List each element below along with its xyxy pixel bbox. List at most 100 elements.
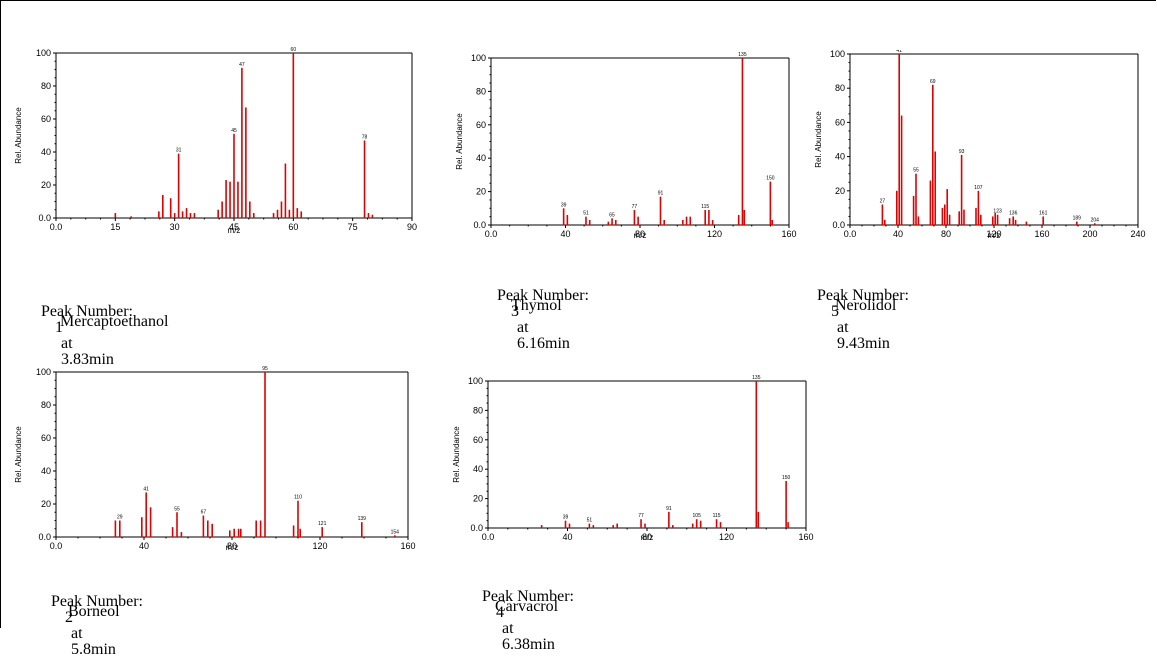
at-label: at [517, 319, 529, 336]
x-tick-label: 80 [941, 229, 951, 239]
x-axis-title: m/z [226, 543, 239, 552]
retention-time: 6.38min [502, 636, 555, 653]
y-axis-title: Rel. Abundance [452, 426, 461, 483]
peak-label: 150 [782, 475, 791, 481]
peak-label: 115 [713, 513, 721, 519]
y-tick-label: 100 [468, 376, 483, 386]
peak-label: 65 [609, 212, 615, 218]
y-tick-label: 100 [36, 48, 51, 58]
x-tick-label: 60 [288, 222, 298, 232]
peak-label: 95 [262, 366, 268, 372]
peak-number-value: 5 [831, 303, 839, 320]
y-tick-label: 100 [471, 53, 486, 63]
peak-label: 136 [1009, 210, 1018, 216]
peak-label: 93 [959, 149, 965, 155]
x-tick-label: 0.0 [844, 229, 857, 239]
y-tick-label: 0.0 [832, 220, 845, 230]
peak-label: 67 [201, 510, 207, 516]
peak-series [114, 53, 374, 218]
peak-label: 27 [880, 198, 886, 204]
x-tick-label: 120 [719, 532, 734, 542]
y-tick-label: 60 [473, 435, 483, 445]
peak-series [562, 58, 774, 225]
y-tick-label: 100 [830, 50, 845, 59]
spectrum-chart-borneol: 0.0 20 40 60 80 100 0.0 40 80 120 160 m/z Rel. Abund… [14, 366, 416, 552]
peak-label: 41 [143, 486, 149, 492]
x-tick-label: 120 [312, 541, 327, 551]
peak-label: 107 [974, 185, 983, 191]
peak-series [881, 54, 1096, 225]
peak-label: 161 [1039, 210, 1048, 216]
x-tick-label: 80 [635, 229, 645, 239]
peak-label: 115 [701, 204, 709, 210]
x-tick-label: 15 [110, 222, 120, 232]
peak-caption-3: Peak Number: 3 at 6.16min [489, 272, 589, 352]
y-tick-label: 60 [41, 114, 51, 124]
y-tick-label: 0.0 [470, 523, 483, 533]
plot-axes [490, 57, 790, 226]
compound-name-nerolidol: Nerolidol [835, 297, 897, 314]
peak-label: 135 [752, 375, 761, 381]
peak-number-value: 1 [55, 319, 63, 336]
peak-label: 45 [231, 128, 237, 134]
spectrum-chart-nerolidol: 0.0 20 40 60 80 100 0.0 40 80 120 160 200 240 m/z Rel.… [814, 50, 1146, 240]
x-tick-label: 120 [707, 229, 722, 239]
compound-name-mercaptoethanol: Mercaptoethanol [60, 313, 169, 330]
peak-label: 77 [638, 513, 644, 519]
x-axis-title: m/z [634, 231, 647, 240]
y-tick-label: 20 [41, 180, 51, 190]
y-tick-label: 40 [476, 153, 486, 163]
y-axis-title: Rel. Abundance [14, 426, 23, 483]
x-tick-label: 160 [781, 229, 796, 239]
peak-label: 150 [766, 176, 775, 182]
peak-caption-1: Peak Number: 1 at 3.83min [33, 288, 133, 368]
y-tick-label: 80 [473, 405, 483, 415]
compound-name-borneol: Borneol [68, 603, 120, 620]
peak-label: 139 [358, 516, 367, 522]
peak-label: 29 [117, 515, 123, 521]
x-tick-label: 40 [562, 532, 572, 542]
plot-axes [55, 371, 409, 538]
x-tick-label: 0.0 [485, 229, 498, 239]
x-axis-title: m/z [228, 226, 241, 235]
peak-label: 77 [632, 204, 638, 210]
peak-label: 51 [587, 518, 593, 524]
peak-label: 91 [666, 506, 672, 512]
y-tick-label: 40 [835, 152, 845, 162]
y-tick-label: 40 [41, 466, 51, 476]
retention-time: 5.8min [71, 641, 116, 658]
peak-label: 39 [563, 515, 569, 521]
peak-number-value: 4 [496, 604, 504, 621]
peak-number-value: 3 [511, 303, 519, 320]
y-tick-label: 0.0 [473, 220, 486, 230]
y-tick-label: 100 [36, 367, 51, 377]
x-tick-label: 45 [229, 222, 239, 232]
peak-caption-5: Peak Number: 5 at 9.43min [809, 272, 909, 352]
peak-series [114, 372, 396, 537]
spectrum-chart-thymol: 0.0 20 40 60 80 100 0.0 40 80 120 160 m/z Rel. Abund… [455, 52, 797, 240]
peak-label: 123 [993, 209, 1002, 215]
compound-name-thymol: Thymol [511, 297, 562, 314]
y-axis-title: Rel. Abundance [14, 107, 23, 164]
x-tick-label: 120 [986, 229, 1001, 239]
spectrum-chart-mercaptoethanol: 0.0 20 40 60 80 100 0.0 15 30 45 60 75 90 m/z Rel. Abu… [14, 47, 417, 235]
y-axis-title: Rel. Abundance [814, 111, 823, 168]
y-tick-label: 0.0 [38, 213, 51, 223]
peak-number-label: Peak Number: [41, 303, 133, 320]
x-tick-label: 0.0 [50, 222, 63, 232]
x-tick-label: 75 [348, 222, 358, 232]
plot-axes [849, 53, 1139, 226]
y-axis-title: Rel. Abundance [455, 113, 464, 170]
peak-series [540, 381, 789, 528]
y-tick-label: 20 [476, 187, 486, 197]
x-tick-label: 40 [560, 229, 570, 239]
y-tick-label: 20 [41, 499, 51, 509]
peak-number-label: Peak Number: [482, 588, 574, 605]
peak-label: 55 [913, 168, 919, 174]
peak-label: 135 [738, 52, 747, 58]
peak-label: 78 [362, 134, 368, 140]
x-tick-label: 40 [139, 541, 149, 551]
peak-number-label: Peak Number: [817, 287, 909, 304]
retention-time: 3.83min [61, 351, 114, 368]
peak-label: 204 [1091, 217, 1100, 223]
